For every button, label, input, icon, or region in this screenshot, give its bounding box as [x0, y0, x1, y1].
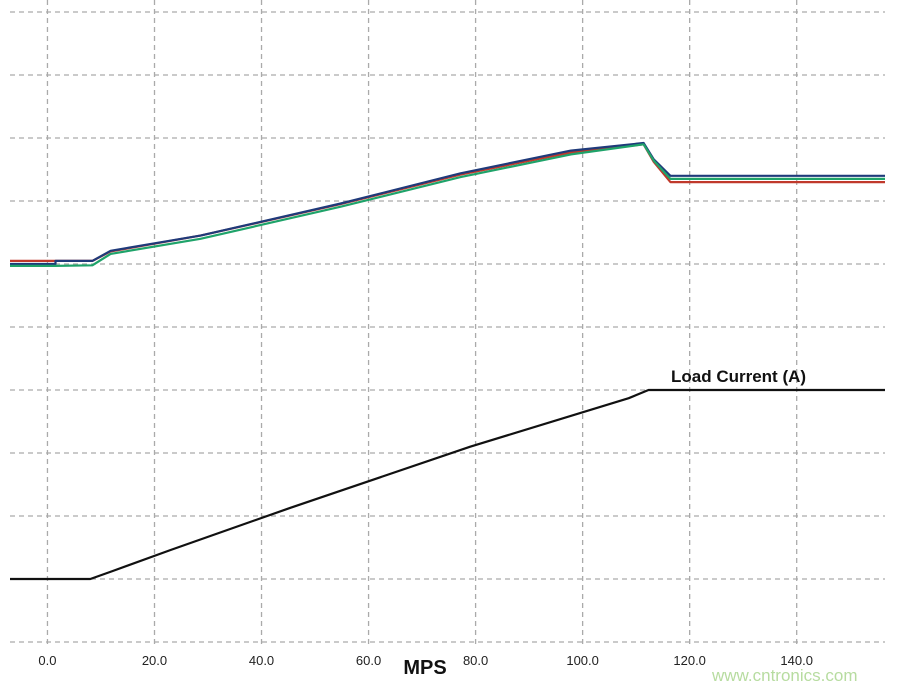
series-line-load	[10, 388, 885, 581]
series-line-green	[10, 143, 885, 267]
x-tick-labels: 0.0 20.0 40.0 60.0 80.0 100.0 120.0 140.0	[38, 653, 813, 668]
x-tick-label: 40.0	[249, 653, 274, 668]
x-tick-label: 80.0	[463, 653, 488, 668]
x-tick-label: 20.0	[142, 653, 167, 668]
x-tick-label: 100.0	[566, 653, 599, 668]
x-tick-label: 0.0	[38, 653, 56, 668]
x-tick-label: 140.0	[780, 653, 813, 668]
watermark: www.cntronics.com	[711, 666, 857, 685]
load-current-label: Load Current (A)	[671, 367, 806, 386]
series-line-red	[10, 143, 885, 262]
series-line-blue	[10, 141, 885, 266]
x-tick-label: 120.0	[673, 653, 706, 668]
grid	[10, 0, 885, 648]
x-axis-label: MPS	[403, 657, 446, 679]
series-lines	[10, 141, 885, 581]
x-tick-label: 60.0	[356, 653, 381, 668]
